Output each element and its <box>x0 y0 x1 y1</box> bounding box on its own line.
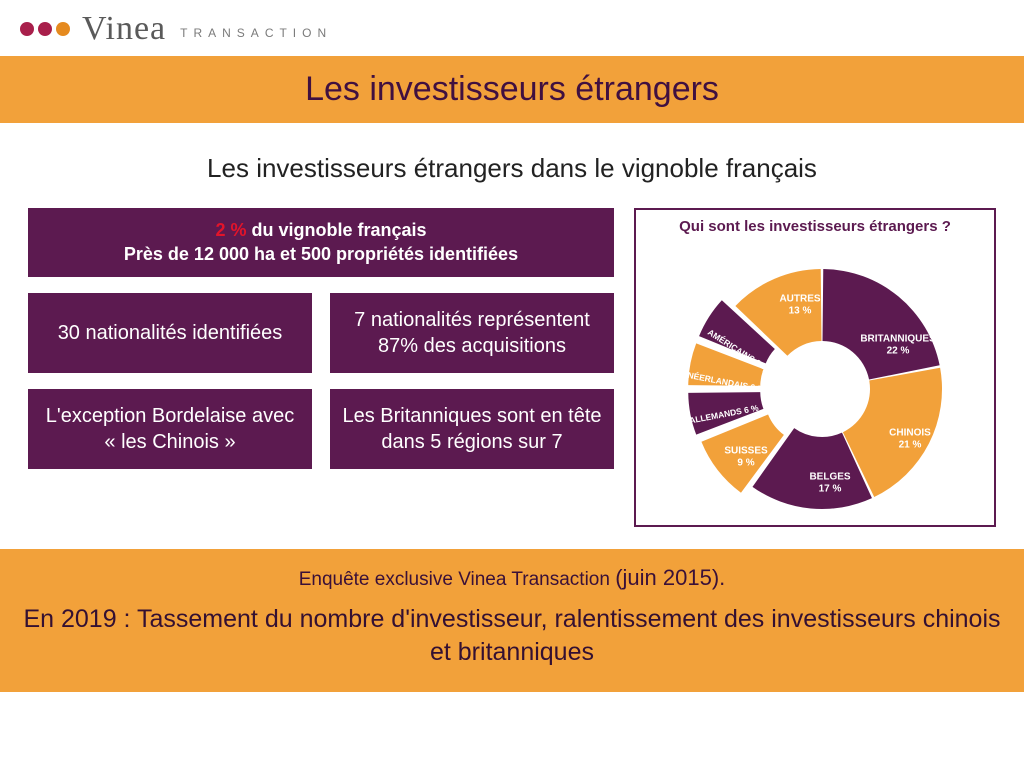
footer-source-date: (juin 2015). <box>615 565 725 590</box>
info-box-3: L'exception Bordelaise avec « les Chinoi… <box>28 389 312 469</box>
summary-box: 2 % du vignoble français Près de 12 000 … <box>28 208 614 277</box>
info-box-4: Les Britanniques sont en tête dans 5 rég… <box>330 389 614 469</box>
slice-britanniques <box>823 269 940 380</box>
chart-title: Qui sont les investisseurs étrangers ? <box>642 218 988 235</box>
content-row: 2 % du vignoble français Près de 12 000 … <box>0 208 1024 527</box>
page-title: Les investisseurs étrangers <box>0 70 1024 109</box>
slice-label-belges: BELGES17 % <box>809 472 850 495</box>
subtitle: Les investisseurs étrangers dans le vign… <box>0 153 1024 184</box>
chart-panel: Qui sont les investisseurs étrangers ? B… <box>634 208 996 527</box>
footer-source-text: Enquête exclusive Vinea Transaction <box>299 569 616 590</box>
info-row-2: L'exception Bordelaise avec « les Chinoi… <box>28 389 614 469</box>
slice-label-suisses: SUISSES9 % <box>724 446 767 469</box>
footer-source: Enquête exclusive Vinea Transaction (jui… <box>20 565 1004 591</box>
brand-sub: TRANSACTION <box>180 26 332 40</box>
footer-update: En 2019 : Tassement du nombre d'investis… <box>20 603 1004 668</box>
brand-main: Vinea <box>82 10 166 48</box>
logo-dot-2 <box>38 22 52 36</box>
summary-line2: Près de 12 000 ha et 500 propriétés iden… <box>124 244 518 264</box>
title-bar: Les investisseurs étrangers <box>0 56 1024 123</box>
info-box-2: 7 nationalités représentent 87% des acqu… <box>330 293 614 373</box>
donut-chart: BRITANNIQUES22 % CHINOIS21 % BELGES17 % SUI… <box>642 239 982 519</box>
info-column: 2 % du vignoble français Près de 12 000 … <box>28 208 614 527</box>
info-row-1: 30 nationalités identifiées 7 nationalit… <box>28 293 614 373</box>
logo-dots <box>20 22 70 36</box>
logo-dot-1 <box>20 22 34 36</box>
footer: Enquête exclusive Vinea Transaction (jui… <box>0 549 1024 692</box>
summary-highlight: 2 % <box>215 220 246 240</box>
summary-line1-rest: du vignoble français <box>246 220 426 240</box>
slice-label-britanniques: BRITANNIQUES22 % <box>860 334 935 357</box>
slice-label-chinois: CHINOIS21 % <box>889 428 931 451</box>
logo-header: Vinea TRANSACTION <box>0 0 1024 56</box>
info-box-1: 30 nationalités identifiées <box>28 293 312 373</box>
slice-label-autres: AUTRES13 % <box>779 294 820 317</box>
logo-dot-3 <box>56 22 70 36</box>
